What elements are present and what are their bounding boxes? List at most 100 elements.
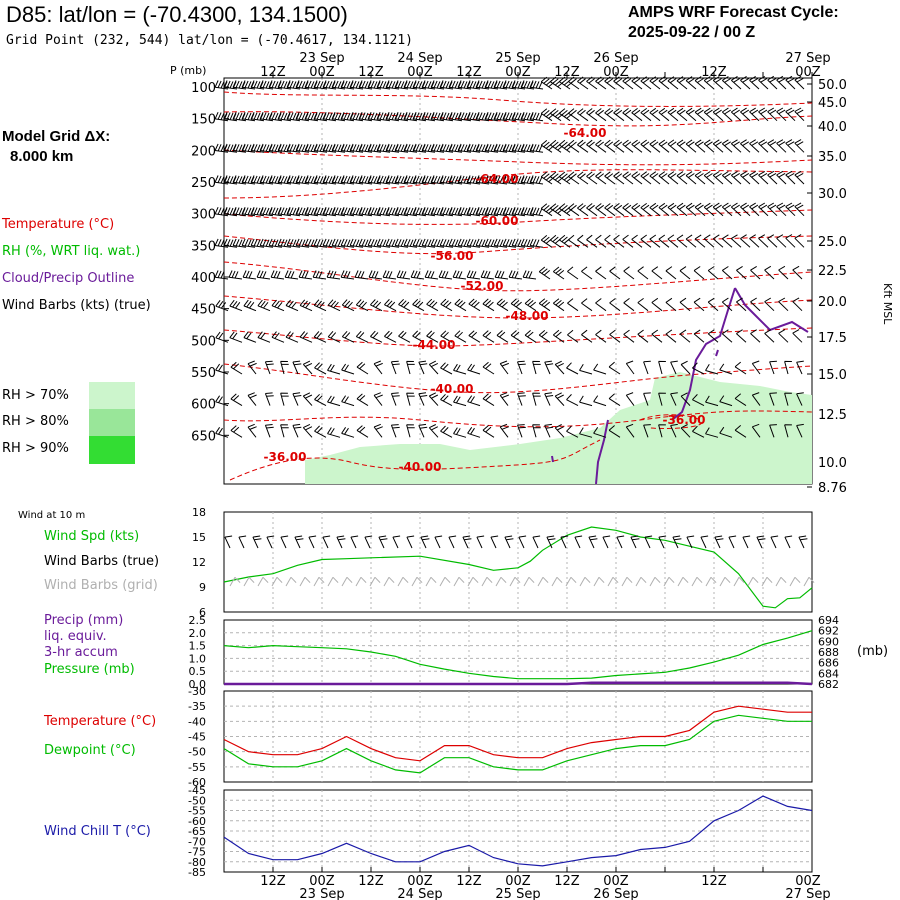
- wind-barb: [403, 111, 418, 122]
- rh-legend-90-label: RH > 90%: [2, 441, 69, 456]
- wind-barb: [529, 80, 544, 90]
- wind-barb: [730, 170, 742, 185]
- wind-barb: [649, 171, 661, 185]
- wind-barb: [457, 111, 472, 122]
- wind-barb: [667, 171, 679, 185]
- wind-barb: [579, 395, 593, 407]
- wind-barb: [544, 360, 554, 375]
- wind-barb: [484, 175, 499, 185]
- wind-barb: [475, 206, 490, 217]
- wind-barb: [511, 206, 526, 217]
- wind-barb: [767, 234, 778, 248]
- wind-barb: [322, 535, 331, 549]
- legend-rh: RH (%, WRT liq. wat.): [2, 244, 141, 259]
- wind-barb: [558, 203, 573, 217]
- bottom-date-label: 24 Sep: [397, 887, 442, 900]
- wind-barb: [504, 535, 514, 549]
- top-time-label: 00Z: [309, 65, 335, 80]
- temperature-contour: [223, 209, 813, 225]
- top-date-label: 25 Sep: [495, 51, 540, 66]
- top-time-label: 12Z: [358, 65, 384, 80]
- wind-barb: [403, 175, 418, 185]
- wind-barb: [712, 234, 724, 248]
- precip-tick-label: 2.5: [189, 614, 207, 627]
- wind-barb: [232, 143, 247, 153]
- wind-barb: [581, 298, 593, 312]
- height-axis-title: Kft MSL: [881, 283, 894, 325]
- wind-barb: [749, 75, 760, 90]
- top-time-label: 00Z: [407, 65, 433, 80]
- wind-barb: [511, 238, 526, 248]
- wind-barb: [658, 424, 666, 438]
- wind-barb: [457, 238, 472, 248]
- wind-barb: [280, 535, 289, 549]
- precip-tick-label: 0.5: [189, 665, 207, 678]
- wind-barb: [794, 75, 805, 90]
- wind-barb: [439, 80, 454, 90]
- wind-barb: [250, 143, 265, 153]
- wind-barb: [358, 175, 373, 185]
- cloud-outline: [671, 287, 736, 421]
- wind-barb: [517, 360, 526, 375]
- wind-barb: [214, 206, 229, 217]
- temperature-contour-label: -36.00: [264, 450, 307, 464]
- wind-barb: [552, 298, 565, 312]
- wind-barb: [623, 298, 635, 312]
- bottom-time-label: 00Z: [309, 874, 335, 889]
- wind-barb: [558, 76, 573, 90]
- wind-barb: [676, 139, 688, 153]
- wind-barb: [785, 202, 796, 217]
- wind-barb: [229, 576, 241, 587]
- wind-barb: [299, 576, 311, 587]
- wind-barb: [425, 576, 437, 587]
- wind-barb: [312, 270, 327, 280]
- wind-barb: [625, 423, 635, 438]
- wind-barb: [224, 535, 233, 549]
- precip-label: Precip (mm): [44, 613, 124, 628]
- wind-barb: [313, 143, 328, 153]
- wind-barb: [721, 171, 733, 185]
- pressure-unit: (mb): [857, 644, 889, 659]
- wind-barb: [268, 206, 283, 217]
- wind-barb: [736, 329, 747, 343]
- wind-barb: [448, 143, 463, 153]
- wind-barb: [517, 392, 526, 406]
- forecast-cycle: AMPS WRF Forecast Cycle: 2025-09-22 / 00…: [628, 3, 839, 43]
- pressure-tick-label: 100: [191, 81, 216, 96]
- wind-barb: [609, 298, 621, 312]
- wind-barb: [480, 270, 495, 280]
- wind-barb: [558, 108, 573, 122]
- wind-barb: [593, 363, 607, 375]
- wind-barb: [412, 111, 427, 122]
- wind-barb: [326, 270, 341, 280]
- wind-barb: [232, 238, 247, 248]
- wind-barb: [285, 576, 297, 587]
- wind-barb: [232, 80, 247, 90]
- top-time-label: 12Z: [456, 65, 482, 80]
- wind-barb: [764, 265, 775, 280]
- wind-barb: [355, 330, 369, 343]
- wind-barb: [604, 108, 616, 122]
- bottom-time-label: 12Z: [701, 874, 727, 889]
- wind-barb: [440, 425, 453, 438]
- wind-barb: [566, 394, 579, 407]
- wind-barb: [259, 238, 274, 248]
- model-grid-value: 8.000 km: [10, 148, 74, 165]
- pressure-tick-label: 200: [191, 144, 216, 159]
- wind-barb: [707, 329, 719, 343]
- temperature-contour-label: -64.00: [476, 172, 519, 186]
- wind-barb: [484, 206, 499, 217]
- wind-barb: [577, 234, 589, 248]
- wind-barb: [625, 360, 635, 375]
- wind-barb: [685, 107, 697, 122]
- wind-barb: [567, 298, 579, 312]
- wind-barb: [250, 111, 265, 122]
- wind-barb: [640, 171, 652, 185]
- wind-barb: [784, 392, 792, 406]
- wind-barb: [734, 425, 747, 438]
- wind-barb: [340, 143, 355, 153]
- wind-barb: [769, 392, 777, 406]
- model-grid-spacing: Model Grid ΔX: 8.000 km: [2, 127, 110, 167]
- wind-barb: [749, 234, 760, 248]
- wind-barb: [529, 111, 544, 122]
